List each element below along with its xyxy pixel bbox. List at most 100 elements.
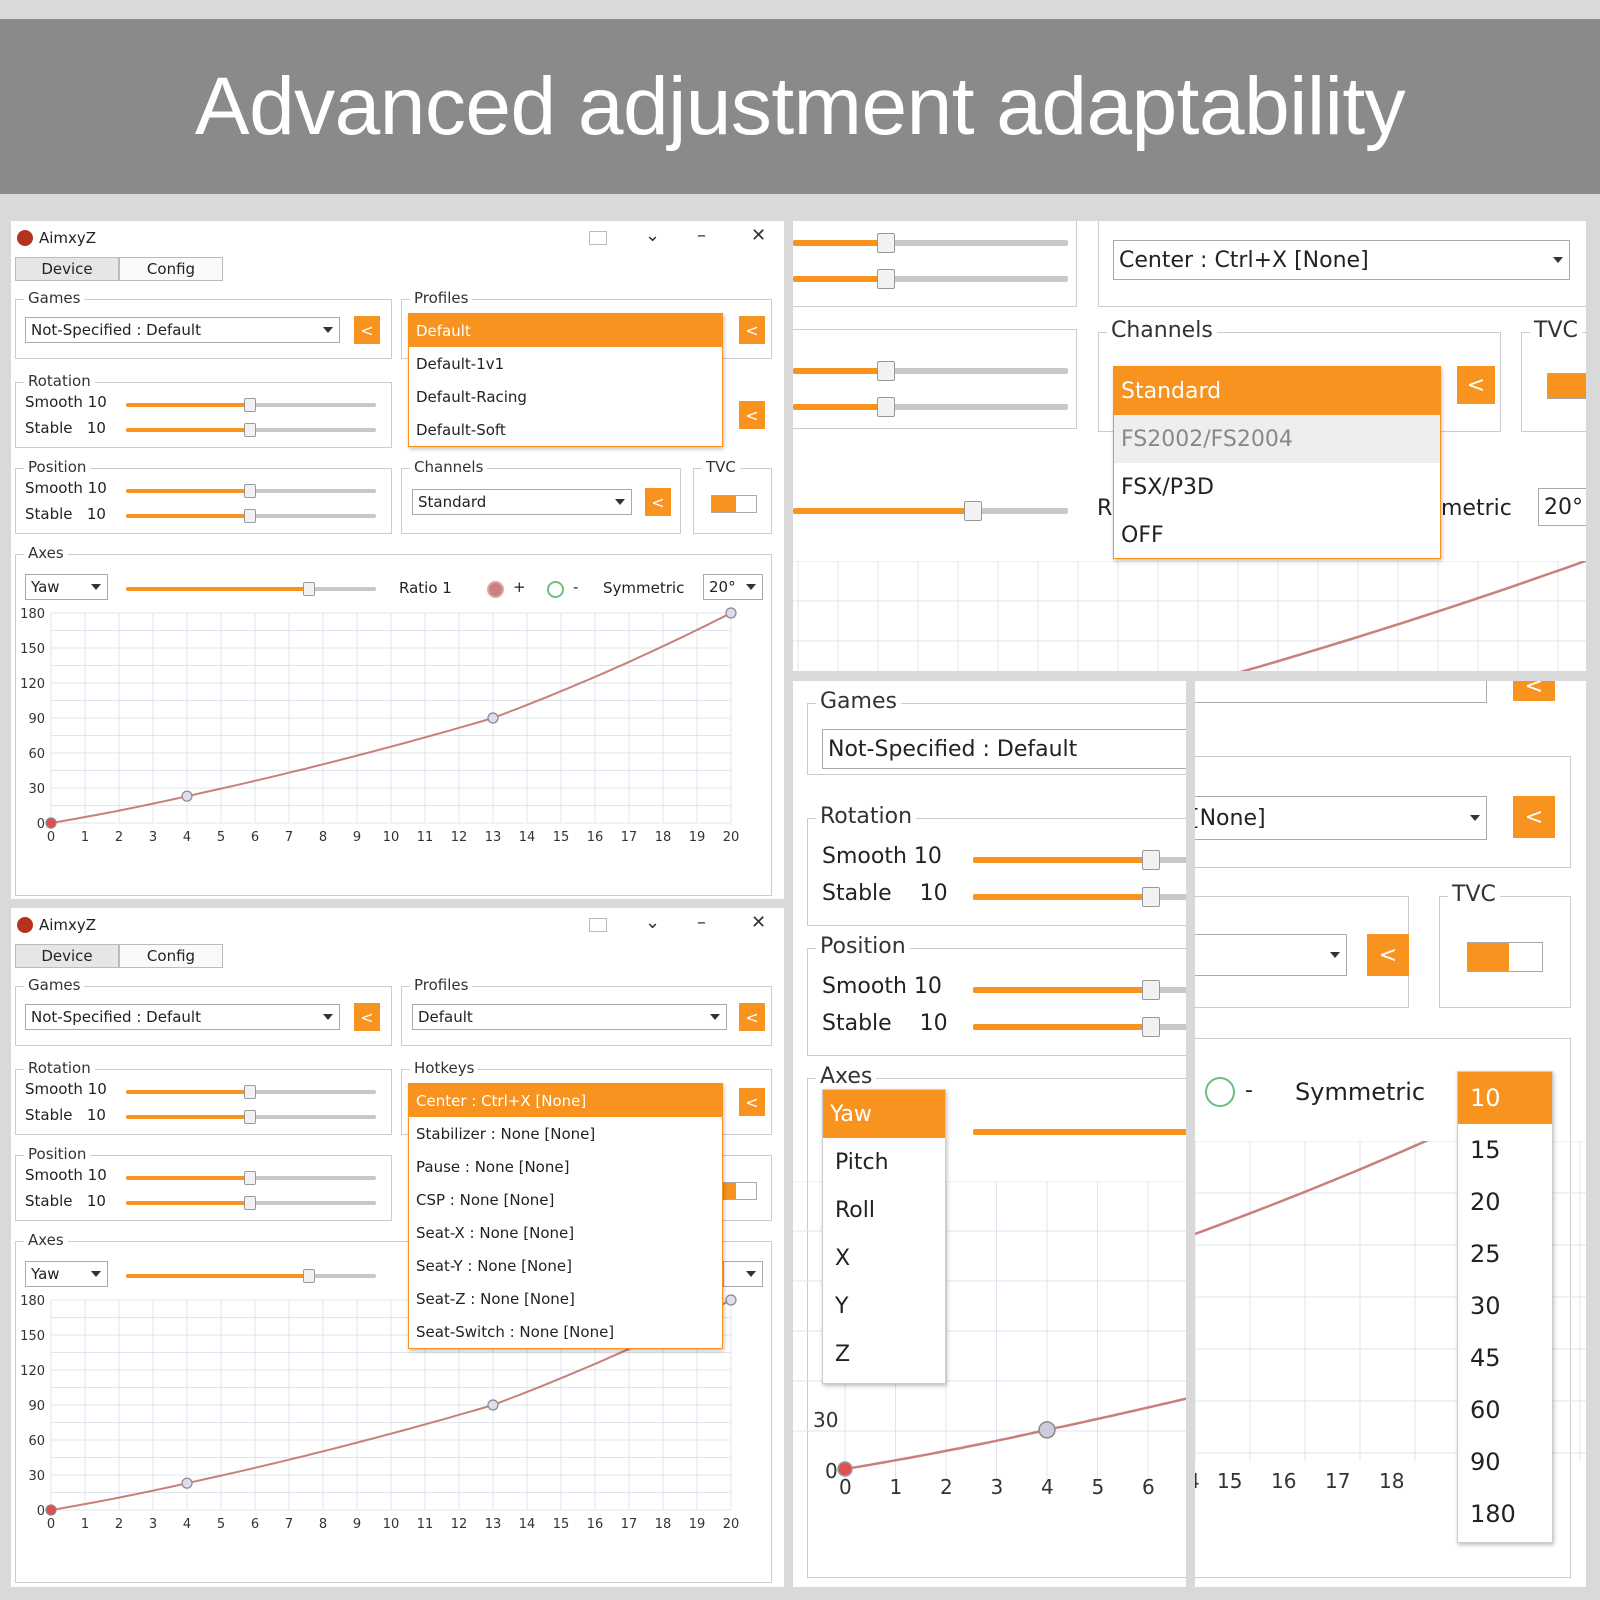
symmetric-option[interactable]: 180: [1470, 1500, 1516, 1528]
curve-point[interactable]: [487, 712, 499, 724]
channels-select[interactable]: Standard: [412, 489, 632, 515]
curve-point[interactable]: [45, 1504, 57, 1516]
position-stable-slider[interactable]: [126, 509, 376, 523]
ratio-slider[interactable]: [973, 1129, 1186, 1135]
axis-select[interactable]: Yaw: [25, 1261, 108, 1287]
hotkey-option-pause[interactable]: Pause : None [None]: [416, 1157, 570, 1176]
profiles-back-button[interactable]: <: [739, 316, 765, 344]
position-stable-slider[interactable]: [973, 1017, 1186, 1037]
profile-option-1v1[interactable]: Default-1v1: [416, 354, 505, 373]
tvc-toggle[interactable]: [1547, 373, 1586, 399]
symmetric-select[interactable]: [723, 1261, 763, 1287]
minus-radio[interactable]: [547, 581, 564, 598]
channels-dropdown[interactable]: Standard FS2002/FS2004 FSX/P3D OFF: [1113, 366, 1441, 559]
hotkeys-back-button[interactable]: <: [739, 1088, 765, 1116]
tvc-toggle[interactable]: [711, 495, 757, 513]
channels-select[interactable]: [1195, 934, 1347, 976]
axis-option-y[interactable]: Y: [835, 1293, 849, 1319]
channel-option-fsx[interactable]: FSX/P3D: [1121, 474, 1214, 500]
slider-handle[interactable]: [1142, 980, 1160, 1000]
hotkey-option-seat-y[interactable]: Seat-Y : None [None]: [416, 1256, 572, 1275]
curve-point[interactable]: [1038, 1421, 1056, 1439]
slider-handle[interactable]: [1142, 850, 1160, 870]
curve-point[interactable]: [725, 607, 737, 619]
rotation-smooth-slider[interactable]: [126, 1085, 376, 1099]
hotkeys-select[interactable]: [None]: [1195, 796, 1487, 840]
chevron-down-icon[interactable]: ⌄: [645, 225, 661, 246]
channels-back-button[interactable]: <: [1457, 366, 1495, 404]
partial-select[interactable]: [1195, 681, 1487, 703]
rotation-smooth-slider[interactable]: [126, 398, 376, 412]
position-smooth-slider[interactable]: [126, 484, 376, 498]
slider-handle[interactable]: [877, 361, 895, 381]
hotkeys-back-button[interactable]: <: [739, 401, 765, 429]
channels-back-button[interactable]: <: [1367, 934, 1409, 976]
channels-back-button[interactable]: <: [645, 488, 671, 516]
games-select[interactable]: Not-Specified : Default: [25, 317, 340, 343]
symmetric-dropdown[interactable]: 10 15 20 25 30 45 60 90 180: [1457, 1071, 1553, 1543]
symmetric-option[interactable]: 10: [1458, 1072, 1552, 1124]
slider-handle[interactable]: [877, 233, 895, 253]
slider-handle[interactable]: [1142, 1017, 1160, 1037]
channel-option-standard[interactable]: Standard: [1114, 367, 1440, 415]
tvc-toggle[interactable]: [1467, 942, 1543, 972]
ratio-slider[interactable]: [126, 582, 376, 596]
symmetric-option[interactable]: 15: [1470, 1136, 1501, 1164]
slider-handle[interactable]: [877, 397, 895, 417]
hotkeys-back-button[interactable]: <: [1513, 796, 1555, 838]
chat-icon[interactable]: [589, 231, 607, 245]
curve-point[interactable]: [181, 1477, 193, 1489]
rotation-stable-slider[interactable]: [126, 423, 376, 437]
minimize-icon[interactable]: –: [697, 912, 706, 933]
position-smooth-slider[interactable]: [126, 1171, 376, 1185]
hotkey-option-seat-switch[interactable]: Seat-Switch : None [None]: [416, 1322, 615, 1341]
profiles-select[interactable]: Default: [412, 1004, 727, 1030]
channel-option-off[interactable]: OFF: [1121, 522, 1164, 548]
games-select[interactable]: Not-Specified : Default: [822, 729, 1186, 769]
close-icon[interactable]: ✕: [751, 225, 767, 246]
rotation-smooth-slider[interactable]: [973, 850, 1186, 870]
rotation-stable-slider[interactable]: [126, 1110, 376, 1124]
symmetric-option[interactable]: 60: [1470, 1396, 1501, 1424]
games-select[interactable]: Not-Specified : Default: [25, 1004, 340, 1030]
back-button[interactable]: <: [1513, 681, 1555, 701]
slider-handle[interactable]: [1142, 887, 1160, 907]
slider-handle[interactable]: [244, 398, 256, 412]
curve-point[interactable]: [45, 817, 57, 829]
rotation-stable-slider[interactable]: [973, 887, 1186, 907]
slider-handle[interactable]: [303, 1269, 315, 1283]
plus-radio[interactable]: [487, 581, 504, 598]
axis-option-z[interactable]: Z: [835, 1341, 851, 1367]
axis-select[interactable]: Yaw: [25, 574, 108, 600]
axis-option-yaw[interactable]: Yaw: [823, 1090, 945, 1138]
profiles-back-button[interactable]: <: [739, 1003, 765, 1031]
slider-handle[interactable]: [244, 509, 256, 523]
axis-option-pitch[interactable]: Pitch: [835, 1149, 889, 1175]
zoom-slider[interactable]: [793, 269, 1068, 289]
channel-option-fs2002[interactable]: FS2002/FS2004: [1114, 415, 1440, 463]
hotkeys-dropdown[interactable]: Center : Ctrl+X [None] Stabilizer : None…: [408, 1083, 723, 1349]
curve-point[interactable]: [487, 1399, 499, 1411]
slider-handle[interactable]: [244, 484, 256, 498]
chevron-down-icon[interactable]: ⌄: [645, 912, 661, 933]
profile-option-racing[interactable]: Default-Racing: [416, 387, 527, 406]
tab-config[interactable]: Config: [119, 944, 223, 968]
minimize-icon[interactable]: –: [697, 225, 706, 246]
slider-handle[interactable]: [244, 1110, 256, 1124]
tab-config[interactable]: Config: [119, 257, 223, 281]
hotkey-option-seat-z[interactable]: Seat-Z : None [None]: [416, 1289, 575, 1308]
slider-handle[interactable]: [877, 269, 895, 289]
symmetric-option[interactable]: 90: [1470, 1448, 1501, 1476]
curve-point[interactable]: [725, 1294, 737, 1306]
symmetric-option[interactable]: 25: [1470, 1240, 1501, 1268]
games-back-button[interactable]: <: [354, 1003, 380, 1031]
profile-option-soft[interactable]: Default-Soft: [416, 420, 506, 439]
tab-device[interactable]: Device: [15, 944, 119, 968]
games-back-button[interactable]: <: [354, 316, 380, 344]
axis-option-roll[interactable]: Roll: [835, 1197, 875, 1223]
chat-icon[interactable]: [589, 918, 607, 932]
symmetric-select[interactable]: 20°: [1538, 488, 1586, 526]
profile-option-default[interactable]: Default: [409, 314, 722, 347]
zoom-slider[interactable]: [793, 361, 1068, 381]
symmetric-option[interactable]: 45: [1470, 1344, 1501, 1372]
